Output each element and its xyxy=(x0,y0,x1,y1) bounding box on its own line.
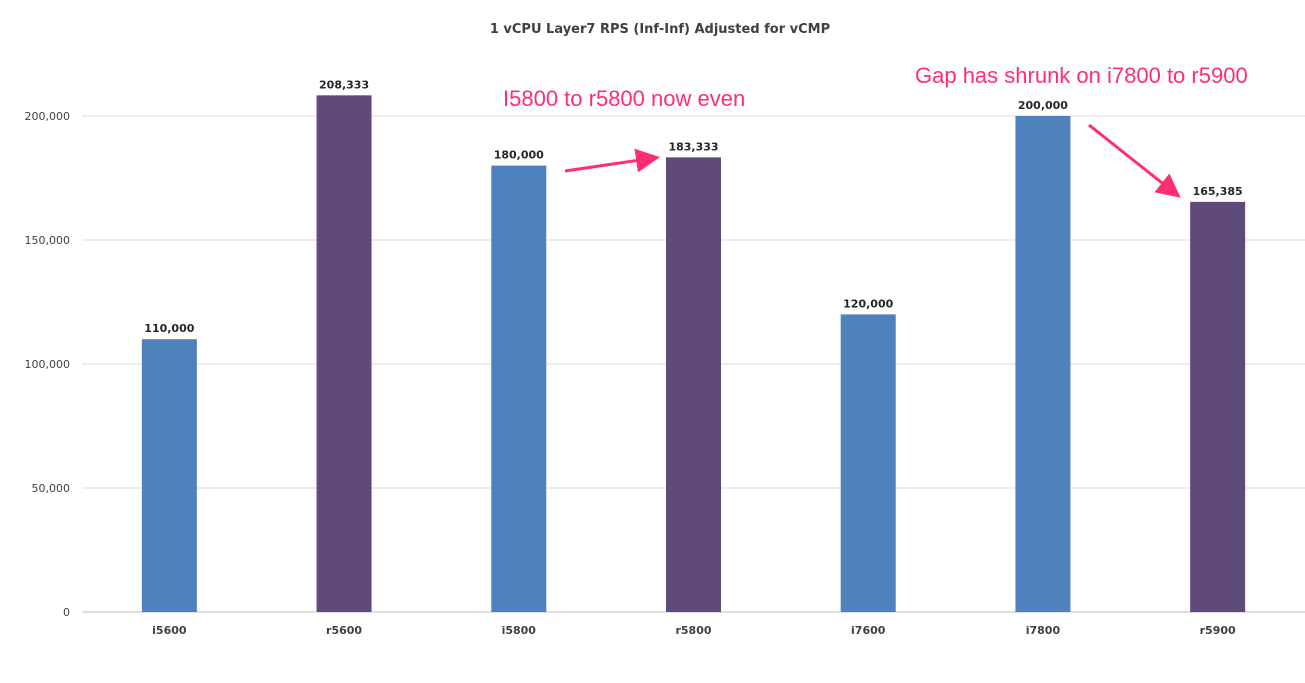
data-labels: 110,000 208,333 180,000 183,333 120,000 200,0… xyxy=(144,78,1242,335)
x-tick-label-i7800: i7800 xyxy=(1026,624,1061,637)
annotation-arrow-i5800-r5800 xyxy=(564,148,660,173)
x-tick-label-r5800: r5800 xyxy=(675,624,711,637)
annotation-i7800-r5900: Gap has shrunk on i7800 to r5900 xyxy=(915,63,1248,88)
y-tick-label: 50,000 xyxy=(32,482,71,495)
y-tick-label: 100,000 xyxy=(25,358,71,371)
x-axis-labels: i5600 r5600 i5800 r5800 i7600 i7800 r5900 xyxy=(152,624,1236,637)
bar-r5800 xyxy=(666,157,721,612)
data-label-r5600: 208,333 xyxy=(319,78,369,91)
bar-i7800 xyxy=(1015,116,1071,612)
bar-i5600 xyxy=(141,339,197,612)
y-tick-label: 200,000 xyxy=(25,110,71,123)
bars xyxy=(141,95,1246,612)
bar-r5600 xyxy=(316,95,372,612)
annotation-i5800-r5800: I5800 to r5800 now even xyxy=(503,86,745,111)
y-tick-label: 0 xyxy=(63,606,70,619)
data-label-r5800: 183,333 xyxy=(668,140,718,153)
data-label-i7800: 200,000 xyxy=(1018,99,1068,112)
x-tick-label-i7600: i7600 xyxy=(851,624,886,637)
x-tick-label-i5600: i5600 xyxy=(152,624,187,637)
y-axis-ticks: 0 50,000 100,000 150,000 200,000 xyxy=(25,110,71,619)
chart-title: 1 vCPU Layer7 RPS (Inf-Inf) Adjusted for… xyxy=(490,22,830,37)
annotation-arrow-i7800-r5900 xyxy=(1088,123,1181,198)
bar-i5800 xyxy=(491,165,547,612)
y-tick-label: 150,000 xyxy=(25,234,71,247)
x-tick-label-r5600: r5600 xyxy=(326,624,362,637)
data-label-i7600: 120,000 xyxy=(843,297,893,310)
data-label-i5600: 110,000 xyxy=(144,322,194,335)
x-tick-label-r5900: r5900 xyxy=(1200,624,1236,637)
bar-i7600 xyxy=(840,314,896,612)
bar-r5900 xyxy=(1190,201,1246,612)
x-tick-label-i5800: i5800 xyxy=(502,624,537,637)
data-label-i5800: 180,000 xyxy=(494,149,544,162)
data-label-r5900: 165,385 xyxy=(1193,185,1243,198)
